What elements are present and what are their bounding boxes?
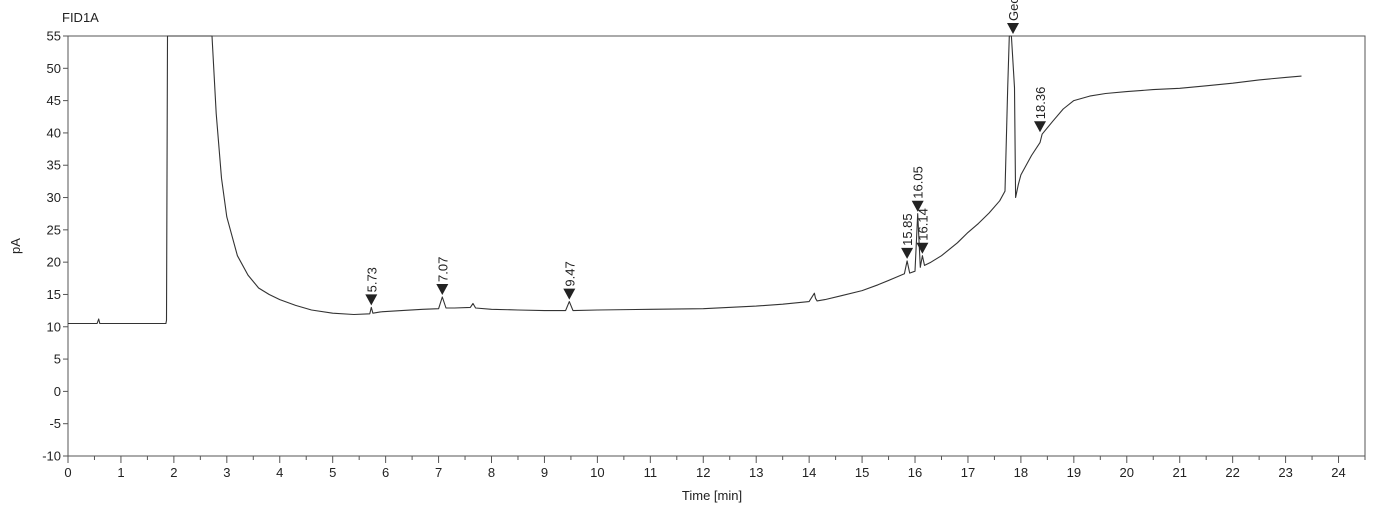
y-axis-label: pA — [8, 238, 23, 254]
plot-frame — [67, 35, 1366, 457]
y-tick-label: 30 — [47, 190, 61, 205]
peak-marker — [563, 288, 576, 300]
x-tick-label: 18 — [1014, 465, 1028, 480]
y-tick-label: 0 — [54, 384, 61, 399]
peak-label: 16.05 — [911, 166, 926, 199]
x-tick-label: 12 — [696, 465, 710, 480]
x-tick-label: 6 — [382, 465, 389, 480]
y-tick-label: 5 — [54, 352, 61, 367]
y-tick-label: 15 — [47, 287, 61, 302]
y-tick-label: 25 — [47, 222, 61, 237]
x-tick-label: 13 — [749, 465, 763, 480]
x-tick-label: 24 — [1331, 465, 1345, 480]
peak-marker — [436, 284, 449, 295]
x-tick-label: 7 — [435, 465, 442, 480]
y-tick-label: 50 — [47, 61, 61, 76]
peak-markers: 5.73 7.07 9.47 15.85 16.05 16.14 Geosmin 18.36 — [364, 0, 1048, 306]
x-axis: 0 1 2 3 4 5 6 7 8 9 10 11 12 13 14 15 16 17 18 19 20 21 22 23 24 — [64, 456, 1366, 480]
peak-label: 7.07 — [435, 257, 450, 282]
y-axis: -10 -5 0 5 10 15 20 25 30 35 40 45 50 55 — [42, 29, 68, 464]
series-line — [68, 35, 1302, 325]
x-tick-label: 20 — [1120, 465, 1134, 480]
y-tick-label: 35 — [47, 158, 61, 173]
x-tick-label: 19 — [1067, 465, 1081, 480]
x-tick-label: 23 — [1278, 465, 1292, 480]
y-tick-label: 10 — [47, 319, 61, 334]
peak-label: 18.36 — [1033, 87, 1048, 120]
chart-title: FID1A — [62, 10, 99, 25]
x-tick-label: 8 — [488, 465, 495, 480]
x-tick-label: 3 — [223, 465, 230, 480]
x-tick-label: 2 — [170, 465, 177, 480]
x-axis-label: Time [min] — [682, 488, 742, 503]
peak-marker — [365, 294, 378, 306]
peak-marker — [1007, 23, 1019, 34]
x-tick-label: 10 — [590, 465, 604, 480]
x-tick-label: 21 — [1172, 465, 1186, 480]
y-tick-label: 45 — [47, 93, 61, 108]
x-tick-label: 14 — [802, 465, 816, 480]
series-layer — [68, 35, 1302, 325]
peak-marker — [911, 200, 924, 212]
x-tick-label: 16 — [908, 465, 922, 480]
peak-label: 15.85 — [900, 213, 915, 246]
x-tick-label: 0 — [64, 465, 71, 480]
peak-marker — [901, 247, 914, 259]
peak-marker — [916, 242, 929, 254]
x-tick-label: 4 — [276, 465, 283, 480]
y-tick-label: -5 — [49, 416, 61, 431]
x-tick-label: 15 — [855, 465, 869, 480]
peak-label: 5.73 — [364, 267, 379, 292]
peak-label: 16.14 — [915, 208, 930, 241]
y-tick-label: 55 — [47, 29, 61, 44]
x-tick-label: 9 — [541, 465, 548, 480]
x-tick-label: 5 — [329, 465, 336, 480]
peak-label: 9.47 — [562, 261, 577, 286]
peak-marker — [1034, 121, 1046, 133]
x-tick-label: 22 — [1225, 465, 1239, 480]
x-tick-label: 1 — [117, 465, 124, 480]
y-tick-label: 20 — [47, 255, 61, 270]
x-tick-label: 11 — [644, 465, 658, 480]
y-tick-label: -10 — [42, 449, 61, 464]
x-tick-label: 17 — [961, 465, 975, 480]
peak-label: Geosmin — [1006, 0, 1021, 21]
y-tick-label: 40 — [47, 125, 61, 140]
